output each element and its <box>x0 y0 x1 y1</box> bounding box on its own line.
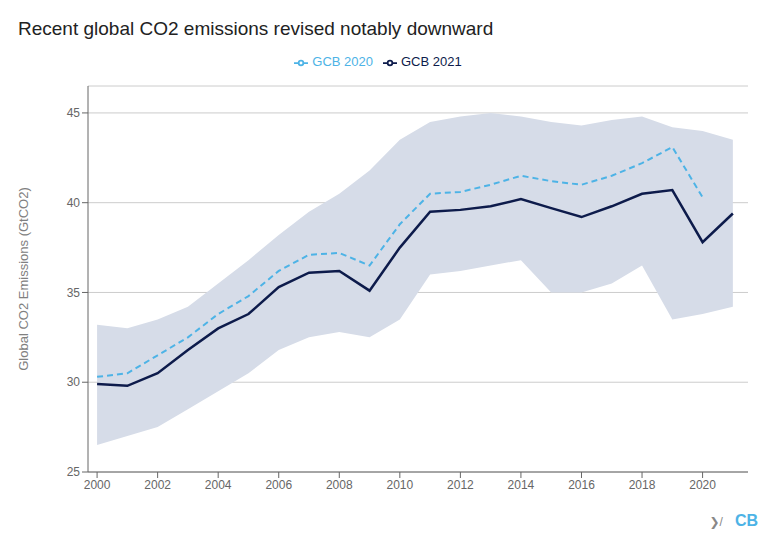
svg-text:Global CO2 Emissions (GtCO2): Global CO2 Emissions (GtCO2) <box>16 187 31 371</box>
svg-text:2014: 2014 <box>508 478 535 492</box>
html-text:CB: CB <box>734 512 758 529</box>
svg-text:2012: 2012 <box>447 478 474 492</box>
svg-text:2006: 2006 <box>265 478 292 492</box>
svg-text:45: 45 <box>67 106 81 120</box>
svg-text:40: 40 <box>67 196 81 210</box>
svg-text:25: 25 <box>67 465 81 479</box>
svg-text:30: 30 <box>67 375 81 389</box>
svg-text:2000: 2000 <box>84 478 111 492</box>
svg-text:2010: 2010 <box>386 478 413 492</box>
svg-text:2020: 2020 <box>689 478 716 492</box>
svg-text:2018: 2018 <box>629 478 656 492</box>
html-text:Recent global CO2 emissions re: Recent global CO2 emissions revised nota… <box>18 18 494 39</box>
svg-text:2016: 2016 <box>568 478 595 492</box>
svg-text:2002: 2002 <box>144 478 171 492</box>
html-text:GCB 2020: GCB 2020 <box>312 54 373 69</box>
html-text:GCB 2021: GCB 2021 <box>401 54 462 69</box>
svg-text:2008: 2008 <box>326 478 353 492</box>
svg-text:35: 35 <box>67 286 81 300</box>
svg-text:2004: 2004 <box>205 478 232 492</box>
